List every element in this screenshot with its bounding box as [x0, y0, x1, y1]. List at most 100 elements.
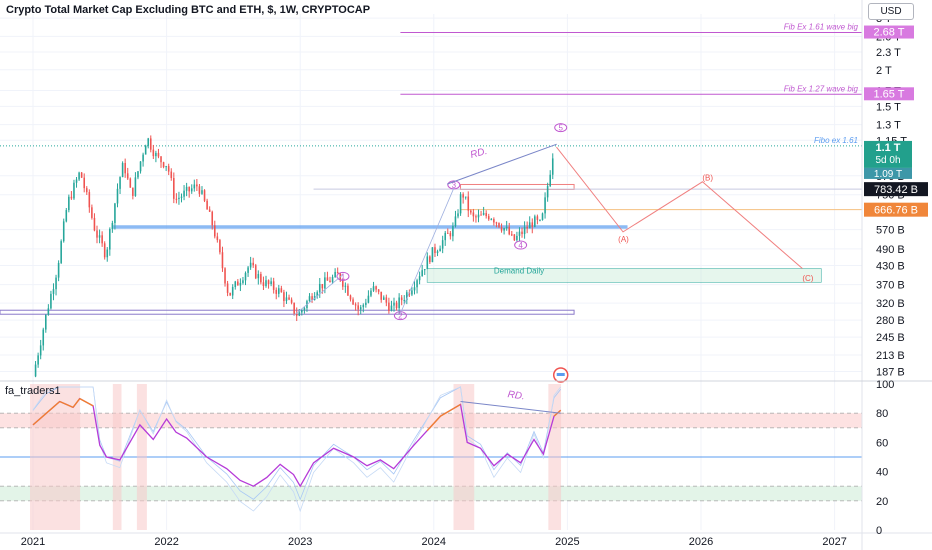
divergence-line-osc	[460, 401, 561, 414]
chart-title: Crypto Total Market Cap Excluding BTC an…	[6, 4, 371, 16]
candle-body	[91, 207, 93, 218]
candle-body	[111, 223, 114, 230]
candle-body	[326, 277, 329, 281]
price-tick-label: 187 B	[876, 367, 905, 379]
wave-label: (A)	[618, 235, 629, 244]
signal-zone	[453, 384, 475, 530]
demand-zone	[426, 268, 822, 283]
candle-body	[254, 265, 257, 279]
signal-zone	[30, 384, 81, 530]
candle-body	[114, 203, 116, 224]
alert-icon-bar	[556, 373, 565, 376]
candle-body	[354, 304, 357, 306]
zones: Demand Daily	[0, 183, 822, 315]
candle-body	[503, 228, 505, 231]
fibo-level-label: Fibo ex 1.61	[814, 136, 858, 145]
candle-body	[377, 289, 380, 292]
candle-body	[487, 216, 490, 220]
candle-body	[134, 177, 137, 196]
candle-body	[293, 302, 295, 314]
candle-body	[490, 219, 493, 221]
candle-body	[147, 138, 150, 146]
candle-body	[152, 149, 155, 157]
candle-body	[265, 280, 267, 286]
candle-body	[421, 270, 423, 277]
candle-body	[80, 172, 83, 178]
candle-body	[400, 297, 403, 301]
candle-body	[444, 232, 447, 241]
wave-circle	[554, 123, 568, 133]
candle-body	[280, 288, 283, 293]
candle-body	[173, 178, 175, 199]
badge-783: 783.42 B	[874, 184, 918, 196]
candle-body	[429, 256, 431, 263]
wave-label: 5	[558, 124, 563, 133]
osc-overbought-segment	[32, 412, 47, 426]
candle-body	[528, 222, 531, 229]
candle-body	[452, 226, 454, 237]
candle-body	[129, 178, 132, 188]
candle-body	[418, 276, 421, 281]
candle-body	[365, 302, 367, 305]
price-tick-label: 213 B	[876, 350, 905, 362]
oscillator-pane: RD.	[0, 384, 862, 530]
candle-body	[549, 174, 551, 187]
osc-tick-label: 60	[876, 437, 888, 449]
candle-body	[544, 197, 546, 214]
candle-body	[439, 248, 441, 252]
candle-body	[349, 295, 352, 300]
candle-body	[103, 243, 106, 258]
candle-body	[334, 271, 336, 277]
candle-body	[85, 188, 88, 193]
indicator-title: fa_traders1	[5, 385, 61, 397]
candle-body	[137, 171, 139, 178]
candle-body	[336, 271, 339, 274]
candle-body	[295, 313, 298, 316]
candle-body	[234, 281, 237, 288]
divergence-label-price: RD.	[469, 146, 488, 161]
candle-body	[475, 216, 477, 218]
candle-body	[262, 282, 265, 286]
candle-body	[411, 290, 413, 295]
candle-body	[385, 297, 388, 303]
divergence-label-osc: RD.	[507, 389, 526, 402]
candle-body	[216, 236, 219, 241]
candle-body	[526, 226, 528, 229]
candle-body	[518, 231, 521, 236]
osc-overbought-segment	[72, 398, 81, 408]
wave-circle	[336, 271, 350, 281]
price-tick-label: 320 B	[876, 298, 905, 310]
candle-body	[388, 302, 390, 311]
osc-tick-label: 0	[876, 525, 882, 537]
candle-body	[416, 280, 418, 288]
fib-level-label: Fib Ex 1.61 wave big	[784, 23, 859, 32]
candle-body	[142, 154, 144, 162]
candle-body	[510, 234, 513, 236]
candle-body	[70, 196, 73, 199]
candle-body	[247, 267, 249, 273]
candle-body	[375, 286, 377, 290]
signal-zone	[548, 384, 562, 530]
candle-body	[467, 196, 470, 211]
candle-body	[380, 291, 383, 300]
candle-body	[398, 297, 400, 309]
candle-body	[431, 247, 434, 263]
support-box-low	[0, 309, 575, 315]
horizontal-levels: Fib Ex 1.61 wave big Fib Ex 1.27 wave big…	[0, 23, 862, 211]
candle-body	[362, 304, 365, 308]
candle-body	[482, 213, 485, 215]
candle-body	[96, 230, 98, 238]
fib-price-badge-bg	[864, 87, 914, 101]
badge-783-bg	[864, 182, 928, 197]
x-tick-label: 2025	[555, 536, 579, 548]
candle-body	[124, 163, 126, 174]
currency-button[interactable]: USD	[868, 3, 914, 20]
candle-body	[162, 162, 165, 168]
candle-body	[188, 186, 190, 192]
candle-body	[288, 297, 290, 300]
x-tick-label: 2027	[822, 536, 846, 548]
candle-body	[170, 171, 173, 179]
candle-body	[321, 283, 324, 289]
candle-body	[546, 186, 549, 198]
